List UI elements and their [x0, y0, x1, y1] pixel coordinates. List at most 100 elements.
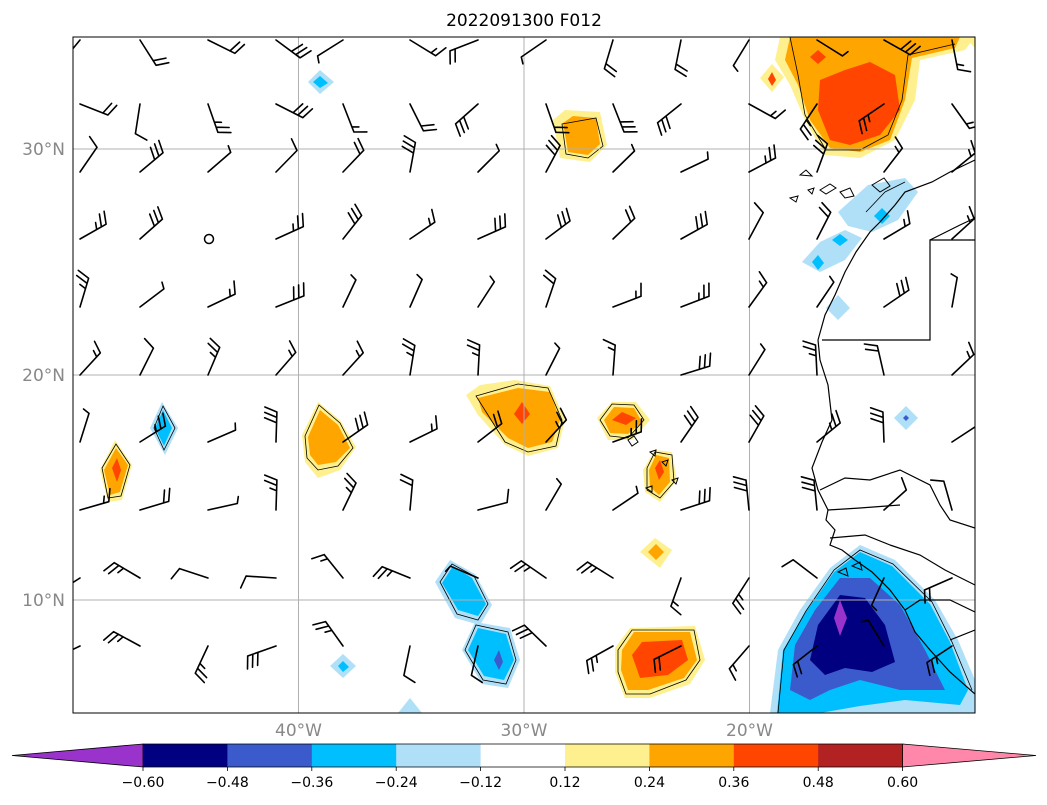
wind-barb	[409, 208, 436, 240]
wind-barb	[883, 210, 911, 240]
colorbar-segment	[565, 744, 650, 767]
wind-barb	[454, 103, 479, 137]
wind-barb	[951, 39, 972, 73]
wind-barb	[79, 102, 118, 116]
wind-barb	[511, 624, 547, 647]
colorbar-segment	[480, 744, 566, 767]
contour-fill-region	[903, 415, 909, 421]
wind-barb	[466, 339, 481, 376]
wind-barb	[316, 39, 344, 64]
wind-barb	[602, 338, 616, 376]
map-plot-area	[73, 37, 975, 713]
wind-barb	[603, 39, 618, 78]
wind-barb	[103, 630, 141, 647]
x-tick-label: 30°W	[501, 721, 548, 741]
contour-fill-region	[768, 72, 776, 86]
contour-line	[789, 37, 956, 151]
contour-line	[101, 443, 131, 499]
wind-barb	[543, 269, 557, 308]
contour-line-layer	[101, 37, 973, 713]
wind-barb	[409, 103, 438, 132]
colorbar-segment	[311, 744, 397, 767]
wind-barb	[545, 207, 571, 240]
wind-barb	[207, 280, 236, 308]
colorbar-tick-label: 0.36	[718, 775, 749, 791]
contour-line	[464, 624, 517, 685]
wind-barb	[680, 405, 699, 443]
wind-barb	[680, 486, 711, 511]
island	[644, 485, 653, 493]
wind-barb	[869, 407, 885, 443]
island	[798, 169, 814, 177]
wind-barb	[342, 137, 365, 173]
wind-barb	[139, 139, 164, 173]
figure-title: 2022091300 F012	[446, 11, 602, 31]
contour-line	[475, 383, 563, 453]
contour-fill-region	[313, 76, 328, 88]
colorbar-segment	[227, 744, 313, 767]
wind-barb	[342, 411, 369, 443]
wind-barb	[748, 103, 786, 120]
wind-barb	[670, 577, 682, 616]
wind-barb	[239, 575, 277, 589]
wind-barb	[732, 476, 750, 511]
wind-barb	[792, 645, 818, 678]
wind-barb	[342, 340, 364, 376]
colorbar: −0.60 −0.48 −0.36 −0.24 −0.12 0.12 0.24 0.36 0.4…	[11, 743, 1037, 791]
wind-barb	[680, 151, 709, 173]
plot-frame	[72, 36, 976, 714]
colorbar-tick-label: −0.60	[122, 775, 165, 791]
wind-barb	[674, 39, 688, 78]
calm-wind-marker	[203, 233, 215, 245]
wind-barb	[409, 39, 447, 57]
wind-barb	[732, 577, 750, 615]
wind-barb	[312, 620, 344, 647]
colorbar-tick-label: −0.12	[459, 775, 502, 791]
wind-barb	[816, 409, 841, 443]
colorbar-segment	[818, 744, 904, 767]
island	[648, 449, 657, 457]
wind-barb	[883, 477, 908, 511]
wind-barb	[275, 282, 305, 308]
wind-barb	[73, 39, 81, 50]
contour-fill-region	[818, 62, 900, 145]
wind-barb	[207, 103, 232, 134]
coastline-iberia-morocco	[817, 159, 975, 341]
wind-barb	[103, 561, 141, 579]
contour-fill-region	[442, 566, 486, 616]
wind-barb	[477, 488, 510, 511]
wind-barb	[863, 343, 885, 376]
contour-fill-region	[308, 410, 350, 465]
colorbar-segment	[649, 744, 735, 767]
wind-barb	[576, 561, 614, 579]
wind-barb	[139, 337, 155, 376]
wind-barb	[401, 135, 417, 173]
wind-barb	[470, 645, 483, 684]
wind-barb	[802, 340, 818, 376]
wind-barb	[399, 473, 414, 511]
wind-barb	[680, 352, 712, 376]
island	[836, 567, 849, 577]
contour-line	[439, 563, 489, 621]
wind-barb	[680, 210, 708, 240]
wind-barb	[612, 282, 642, 308]
wind-barb	[509, 560, 547, 579]
wind-barb	[612, 143, 636, 173]
wind-barb	[170, 567, 209, 580]
wind-barb	[139, 39, 170, 67]
contour-fill-region	[810, 50, 826, 64]
wind-barb	[545, 477, 562, 511]
contour-fill-region	[563, 116, 600, 155]
wind-barb	[545, 134, 561, 173]
wind-barb	[680, 282, 710, 308]
wind-barb	[951, 418, 975, 443]
island	[671, 477, 679, 485]
border-liberia-sierra-leone	[904, 599, 975, 613]
wind-barb-layer	[73, 39, 975, 684]
wind-barb	[139, 281, 165, 308]
y-tick-label: 10°N	[22, 591, 65, 611]
wind-barb	[342, 103, 368, 133]
contour-fill-region	[468, 628, 514, 680]
wind-barb	[409, 415, 438, 443]
border-cote-divoire	[949, 629, 975, 641]
